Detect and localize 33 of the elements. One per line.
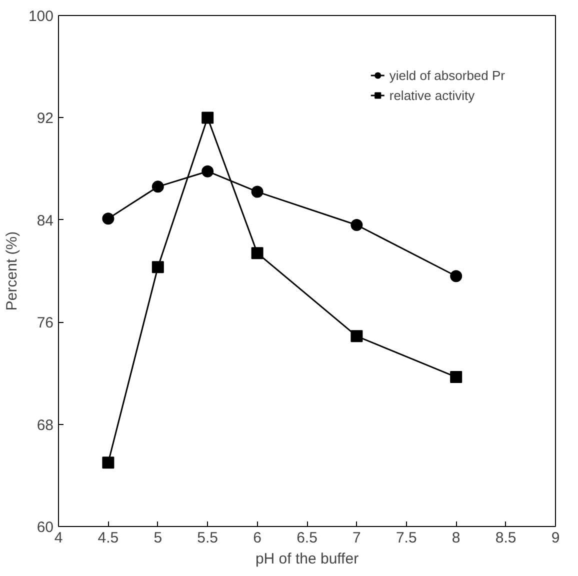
point <box>450 371 462 384</box>
y-tick-label: 92 <box>36 110 54 128</box>
y-tick-label: 100 <box>28 8 54 25</box>
x-tick-label: 8.5 <box>495 530 516 546</box>
x-axis-title: pH of the buffer <box>255 550 359 568</box>
y-tick-label: 68 <box>36 416 54 434</box>
y-tick-label: 76 <box>36 314 54 332</box>
x-tick-label: 5.5 <box>197 530 218 546</box>
point <box>350 219 363 231</box>
x-tick-label: 4 <box>54 530 63 546</box>
x-tick-label: 4.5 <box>98 530 119 546</box>
point <box>102 212 114 225</box>
y-axis-title: Percent (%) <box>3 231 20 311</box>
x-tick-label: 9 <box>551 530 560 546</box>
y-tick-label: 84 <box>36 212 54 230</box>
point <box>202 112 214 124</box>
point <box>251 186 264 198</box>
x-tick-label: 8 <box>452 530 460 546</box>
point <box>202 165 214 178</box>
point <box>102 456 114 469</box>
x-tick-label: 5 <box>154 530 162 546</box>
point <box>251 247 264 260</box>
legend-label: yield of absorbed Pr <box>389 68 505 82</box>
point <box>152 261 164 274</box>
point <box>350 330 363 342</box>
x-tick-label: 7 <box>352 530 361 546</box>
x-tick-label: 7.5 <box>396 530 417 546</box>
point <box>152 180 164 193</box>
legend-label: relative activity <box>389 88 475 102</box>
x-tick-label: 6 <box>253 530 262 546</box>
point <box>450 270 462 282</box>
x-tick-label: 6.5 <box>296 530 318 546</box>
y-tick-label: 60 <box>36 519 54 536</box>
